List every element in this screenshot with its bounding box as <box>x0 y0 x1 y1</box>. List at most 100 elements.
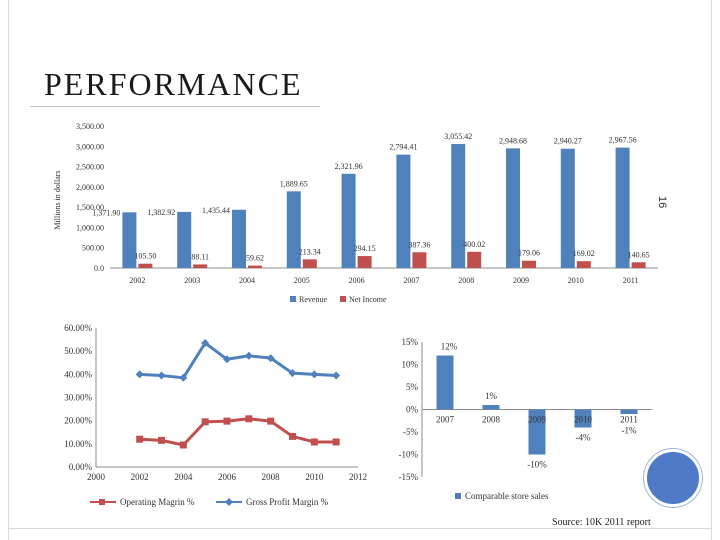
y-tick-label: 2,000.00 <box>76 183 104 192</box>
y-tick-label: 3,000.00 <box>76 142 104 151</box>
revenue-bar <box>122 212 137 268</box>
comparable-store-sales-chart: 15% 10% 5% 0% -5% -10% -15% 2007 12% 2008 1% 2009 -1… <box>399 337 652 501</box>
net-income-data-label: 400.02 <box>463 240 485 249</box>
x-tick-label: 2012 <box>349 472 367 482</box>
x-tick-label: 2010 <box>305 472 324 482</box>
net-income-bar <box>302 259 317 268</box>
revenue-bar <box>341 173 356 268</box>
net-income-data-label: 59.62 <box>246 254 264 263</box>
x-tick-label: 2011 <box>620 415 638 425</box>
y-tick-label: -15% <box>399 472 419 482</box>
revenue-data-label: 1,435.44 <box>202 206 230 215</box>
revenue-net-income-chart: 3,500.00 3,000.00 2,500.00 2,000.00 1,500.00… <box>53 122 658 304</box>
revenue-data-label: 2,940.27 <box>554 137 582 146</box>
operating-margin-point <box>267 417 275 425</box>
page-number: 16 <box>656 196 668 209</box>
net-income-data-label: 105.50 <box>134 252 156 261</box>
decorative-circle <box>644 449 702 507</box>
x-tick-label: 2004 <box>239 276 255 285</box>
x-tick-label: 2005 <box>294 276 310 285</box>
source-note: Source: 10K 2011 report <box>552 517 651 528</box>
comparable-sales-bar <box>482 405 500 410</box>
comparable-sales-data-label: 12% <box>441 342 458 352</box>
y-tick-label: 0.00% <box>69 462 93 472</box>
y-tick-label: 1,500.00 <box>76 203 104 212</box>
net-income-bar <box>138 263 153 268</box>
y-tick-label: 3,500.00 <box>76 122 104 131</box>
operating-margin-point <box>201 418 209 426</box>
gross-margin-point <box>266 354 275 363</box>
comparable-sales-bar <box>574 409 592 428</box>
comparable-sales-data-label: -4% <box>576 433 591 443</box>
y-tick-label: 5% <box>406 382 419 392</box>
x-tick-label: 2006 <box>218 472 237 482</box>
operating-margin-point <box>223 417 231 425</box>
revenue-bar <box>232 209 246 268</box>
revenue-data-label: 1,382.92 <box>147 208 175 217</box>
gross-margin-point <box>223 355 231 364</box>
legend-swatch-revenue <box>290 296 296 302</box>
operating-margin-point <box>179 441 187 449</box>
revenue-data-label: 2,967.56 <box>609 136 637 145</box>
net-income-data-label: 294.15 <box>354 244 376 253</box>
gross-margin-point <box>310 370 319 379</box>
net-income-data-label: 387.36 <box>408 240 430 249</box>
revenue-bar <box>177 211 192 268</box>
x-tick-label: 2008 <box>262 472 281 482</box>
x-tick-label: 2007 <box>436 415 455 425</box>
gross-margin-point <box>179 373 188 382</box>
net-income-bar <box>248 265 262 268</box>
x-tick-label: 2009 <box>528 415 547 425</box>
revenue-data-label: 1,371.90 <box>92 208 120 217</box>
x-tick-label: 2003 <box>184 276 200 285</box>
operating-margin-point <box>289 432 296 440</box>
comparable-sales-bar <box>436 355 454 410</box>
x-tick-label: 2008 <box>482 415 501 425</box>
y-tick-label: 50.00% <box>64 346 92 356</box>
legend-label-revenue: Revenue <box>299 295 327 304</box>
gross-margin-point <box>332 371 341 380</box>
revenue-data-label: 2,794.41 <box>389 143 417 152</box>
legend-marker-gross-margin <box>225 498 233 506</box>
x-tick-label: 2002 <box>131 472 149 482</box>
comparable-sales-bar <box>620 409 638 414</box>
net-income-data-label: 179.06 <box>518 249 540 258</box>
y-tick-label: 2,500.00 <box>76 163 104 172</box>
y-tick-label: 20.00% <box>64 416 92 426</box>
comparable-sales-bar <box>528 409 546 455</box>
x-tick-label: 2004 <box>174 472 193 482</box>
gross-margin-point <box>288 369 297 378</box>
net-income-data-label: 213.34 <box>299 247 321 256</box>
legend-marker-operating-margin <box>99 499 105 505</box>
revenue-bar <box>506 148 520 268</box>
x-tick-label: 2010 <box>568 276 584 285</box>
revenue-bar <box>615 147 630 268</box>
operating-margin-point <box>158 436 165 444</box>
y-tick-label: 500.00 <box>82 244 104 253</box>
net-income-bar <box>576 261 591 268</box>
gross-margin-point <box>135 370 144 379</box>
gross-margin-point <box>244 351 253 360</box>
operating-margin-line <box>139 417 337 447</box>
operating-margin-point <box>310 438 318 446</box>
comparable-sales-data-label: -10% <box>527 460 547 470</box>
revenue-bar <box>396 154 411 268</box>
legend-label-net-income: Net Income <box>349 295 387 304</box>
revenue-bar <box>451 144 466 268</box>
y-tick-label: -10% <box>399 450 419 460</box>
y-tick-label: 15% <box>402 337 419 347</box>
gross-margin-point <box>157 371 166 380</box>
net-income-bar <box>522 260 536 268</box>
x-tick-label: 2008 <box>458 276 474 285</box>
comparable-sales-data-label: 1% <box>485 391 498 401</box>
revenue-bar <box>560 148 575 268</box>
y-tick-label: 10.00% <box>64 439 92 449</box>
title-divider <box>30 106 320 107</box>
y-tick-label: 60.00% <box>64 323 92 333</box>
comparable-sales-data-label: -1% <box>622 426 637 436</box>
y-tick-label: -5% <box>403 427 418 437</box>
operating-margin-point <box>136 435 144 443</box>
net-income-bar <box>631 262 646 268</box>
page-title: PERFORMANCE <box>44 66 303 102</box>
x-tick-label: 2007 <box>403 276 419 285</box>
